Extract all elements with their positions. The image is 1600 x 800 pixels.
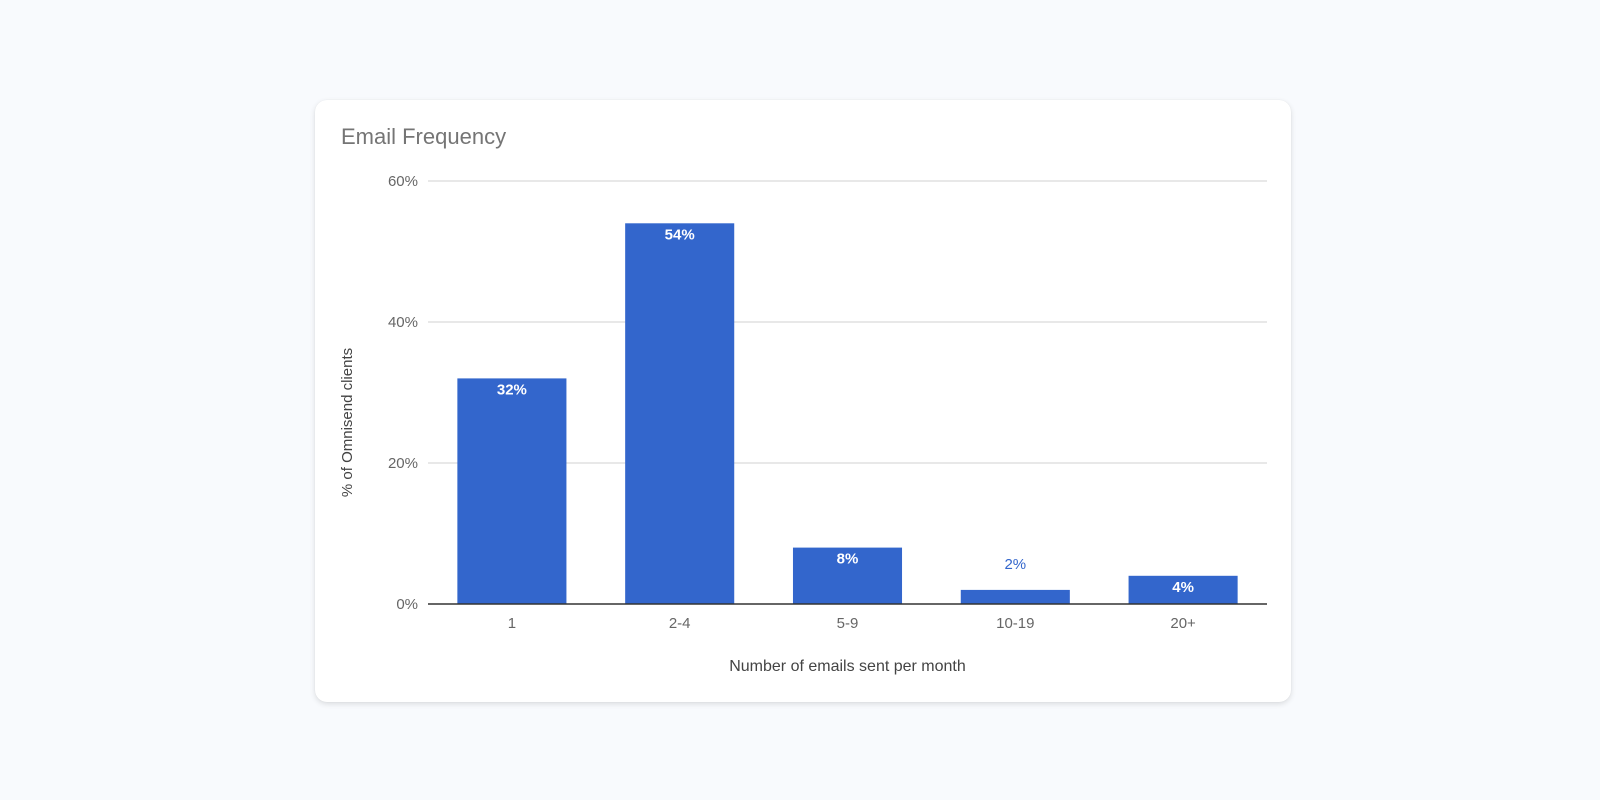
bar <box>960 589 1070 604</box>
x-tick-label: 1 <box>508 615 516 632</box>
data-label: 4% <box>1172 579 1194 596</box>
x-tick-labels: 1 2-4 5-9 10-19 20+ <box>508 615 1196 632</box>
chart-card: Email Frequency 0% 20% 40% 60% 32% 54% 8% 2% 4%… <box>315 100 1291 702</box>
x-tick-label: 20+ <box>1170 615 1196 632</box>
bar <box>792 547 903 604</box>
y-axis-title: % of Omnisend clients <box>339 348 356 497</box>
y-tick-label: 0% <box>396 596 418 613</box>
data-label: 2% <box>1004 556 1026 573</box>
y-tick-label: 20% <box>388 455 418 472</box>
bar <box>625 223 735 605</box>
y-tick-labels: 0% 20% 40% 60% <box>388 173 418 613</box>
bar <box>1128 575 1238 604</box>
bars: 32% 54% 8% 2% 4% <box>457 223 1238 605</box>
data-label: 32% <box>497 381 527 398</box>
chart-title: Email Frequency <box>341 124 507 149</box>
bar <box>457 378 567 604</box>
y-tick-label: 60% <box>388 173 418 190</box>
x-axis-title: Number of emails sent per month <box>729 658 966 675</box>
x-tick-label: 5-9 <box>837 615 859 632</box>
gridlines <box>428 180 1267 464</box>
y-tick-label: 40% <box>388 314 418 331</box>
x-tick-label: 10-19 <box>996 615 1034 632</box>
data-label: 8% <box>837 551 859 568</box>
bar-chart: 0% 20% 40% 60% 32% 54% 8% 2% 4% 1 2-4 5-9 10-19 20+… <box>339 173 1267 675</box>
data-label: 54% <box>665 226 695 243</box>
x-tick-label: 2-4 <box>669 615 691 632</box>
